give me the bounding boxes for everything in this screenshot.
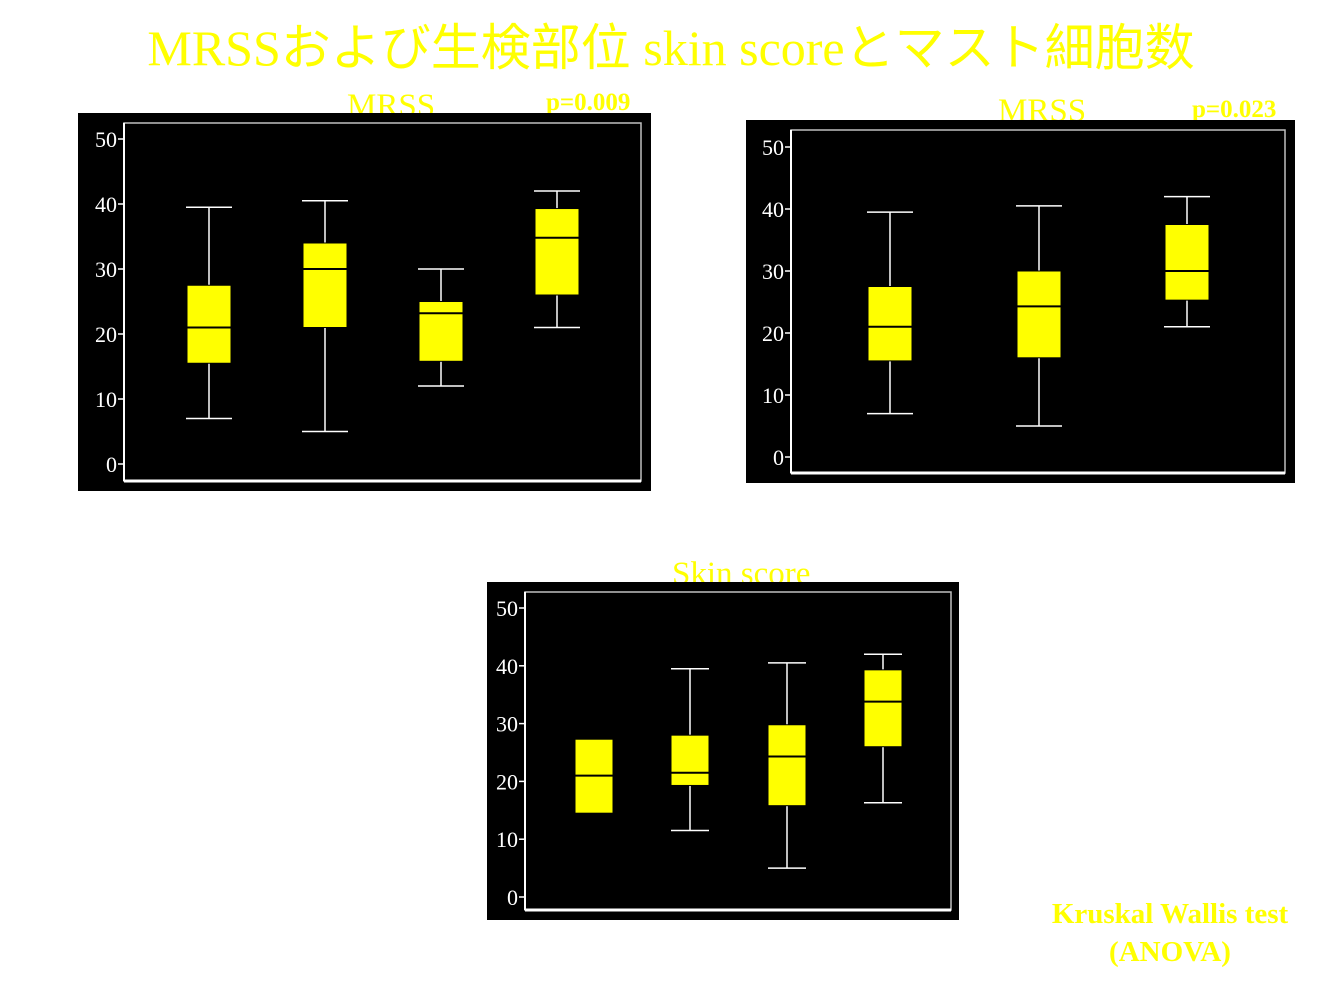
y-tick-label-30: 30 (762, 259, 784, 284)
y-tick-label-20: 20 (95, 322, 117, 347)
iqr-box (1164, 224, 1210, 301)
y-tick-label-50: 50 (95, 127, 117, 152)
y-tick-label-50: 50 (496, 596, 518, 621)
box-3 (1164, 195, 1210, 328)
iqr-box (302, 242, 348, 328)
box-3 (767, 662, 807, 869)
box-1 (186, 206, 232, 420)
y-tick-label-10: 10 (762, 383, 784, 408)
chart-1-p-value: p=0.009 (546, 89, 631, 116)
y-tick-label-0: 0 (507, 885, 518, 910)
chart-2-p-value: p=0.023 (1192, 96, 1277, 123)
y-tick-label-20: 20 (496, 769, 518, 794)
chart-background (487, 582, 959, 920)
box-1 (867, 211, 913, 415)
y-tick-label-30: 30 (496, 712, 518, 737)
chart-1: 0 10 20 30 40 50 (78, 113, 651, 491)
iqr-box (534, 208, 580, 296)
y-tick-label-40: 40 (762, 197, 784, 222)
iqr-box (767, 724, 807, 807)
y-tick-label-0: 0 (106, 452, 117, 477)
iqr-box (1016, 270, 1062, 359)
box-2 (1016, 205, 1062, 427)
box-4 (534, 190, 580, 329)
y-tick-label-40: 40 (95, 192, 117, 217)
iqr-box (867, 286, 913, 362)
page-title: MRSSおよび生検部位 skin scoreとマスト細胞数 (147, 20, 1195, 76)
y-tick-label-50: 50 (762, 135, 784, 160)
box-2 (302, 200, 348, 433)
box-4 (863, 653, 903, 804)
iqr-box (418, 301, 464, 362)
iqr-box (186, 284, 232, 364)
iqr-box (863, 669, 903, 748)
iqr-box (670, 734, 710, 786)
y-tick-label-20: 20 (762, 321, 784, 346)
chart-2: 0 10 20 30 40 50 (746, 120, 1295, 483)
chart-background (78, 113, 651, 491)
test-note-line-1: Kruskal Wallis test (1051, 898, 1289, 930)
y-tick-label-30: 30 (95, 257, 117, 282)
box-2 (670, 667, 710, 832)
y-tick-label-40: 40 (496, 654, 518, 679)
test-note-line-2: (ANOVA) (1109, 936, 1231, 968)
y-tick-label-10: 10 (496, 827, 518, 852)
box-1 (574, 738, 614, 814)
chart-3: 0 10 20 30 40 50 (487, 582, 959, 920)
y-tick-label-10: 10 (95, 387, 117, 412)
y-tick-label-0: 0 (773, 445, 784, 470)
box-3 (418, 268, 464, 387)
